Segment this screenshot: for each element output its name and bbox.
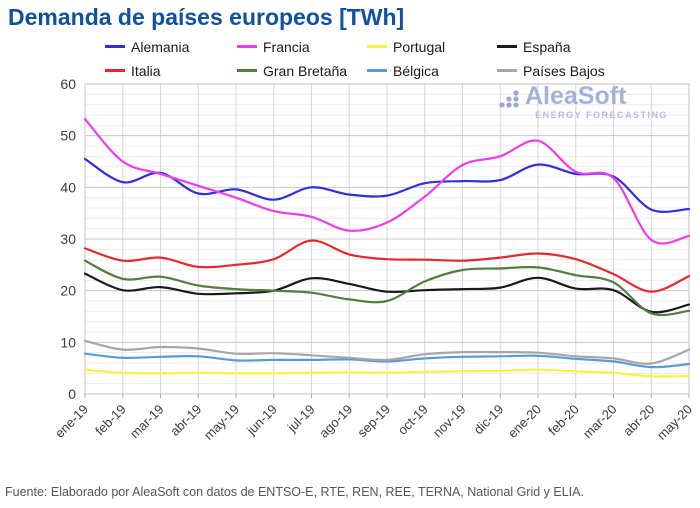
x-axis-tick-label: may-20 (654, 402, 695, 443)
legend-label: Bélgica (393, 62, 439, 79)
legend-line-swatch (237, 69, 257, 72)
legend-line-swatch (367, 69, 387, 72)
legend-item-gran-bretaña: Gran Bretaña (237, 62, 348, 79)
x-axis-tick-label: mar-19 (127, 402, 167, 442)
legend-line-swatch (367, 45, 387, 48)
legend-item-italia: Italia (105, 62, 161, 79)
x-axis-tick-label: mar-20 (580, 402, 620, 442)
y-axis-tick-label: 0 (68, 386, 76, 402)
page-title: Demanda de países europeos [TWh] (8, 4, 405, 30)
x-axis-tick-label: ene-20 (505, 402, 544, 441)
y-axis-tick-label: 30 (60, 231, 76, 247)
legend-item-países-bajos: Países Bajos (497, 62, 605, 79)
legend-label: Gran Bretaña (263, 62, 348, 79)
legend-line-swatch (105, 45, 125, 48)
legend-label: España (523, 38, 571, 55)
legend-label: Alemania (131, 38, 190, 55)
legend-line-swatch (497, 69, 517, 72)
x-axis-tick-label: may-19 (201, 402, 242, 443)
legend-line-swatch (105, 69, 125, 72)
series-line-gran-bretaña (83, 259, 691, 317)
y-axis-tick-label: 10 (60, 334, 76, 350)
series-line-bélgica (83, 352, 691, 369)
legend-label: Países Bajos (523, 62, 605, 79)
y-axis-tick-label: 50 (60, 128, 76, 144)
series-line-países-bajos (83, 339, 691, 365)
y-axis-tick-label: 60 (60, 76, 76, 92)
series-line-españa (83, 272, 691, 314)
y-axis-tick-label: 40 (60, 179, 76, 195)
y-axis-tick-label: 20 (60, 283, 76, 299)
series-line-portugal (83, 368, 691, 378)
legend-label: Italia (131, 62, 161, 79)
x-axis-tick-label: jun-19 (243, 402, 280, 439)
legend-line-swatch (497, 45, 517, 48)
series-line-francia (83, 118, 691, 245)
legend-label: Portugal (393, 38, 446, 55)
series-line-italia (83, 239, 691, 293)
x-axis-tick-label: nov-19 (430, 402, 469, 441)
chart-legend: Alemania Francia Portugal España Italia Gran … (0, 0, 700, 80)
legend-line-swatch (237, 45, 257, 48)
x-axis-tick-label: abr-19 (167, 402, 204, 439)
x-axis-tick-label: ago-19 (316, 402, 355, 441)
x-axis-tick-label: oct-19 (395, 402, 431, 438)
legend-item-portugal: Portugal (367, 38, 446, 55)
source-note: Fuente: Elaborado por AleaSoft con datos… (5, 485, 584, 499)
x-axis-tick-label: feb-19 (92, 402, 129, 439)
x-axis-tick-label: abr-20 (620, 402, 657, 439)
legend-item-españa: España (497, 38, 571, 55)
x-axis-tick-label: feb-20 (545, 402, 582, 439)
legend-label: Francia (263, 38, 310, 55)
legend-item-alemania: Alemania (105, 38, 190, 55)
x-axis-tick-label: ene-19 (52, 402, 91, 441)
x-axis-tick-label: sep-19 (354, 402, 393, 441)
legend-item-francia: Francia (237, 38, 310, 55)
x-axis-tick-label: dic-19 (471, 402, 507, 438)
legend-item-bélgica: Bélgica (367, 62, 439, 79)
x-axis-tick-label: jul-19 (284, 402, 318, 436)
